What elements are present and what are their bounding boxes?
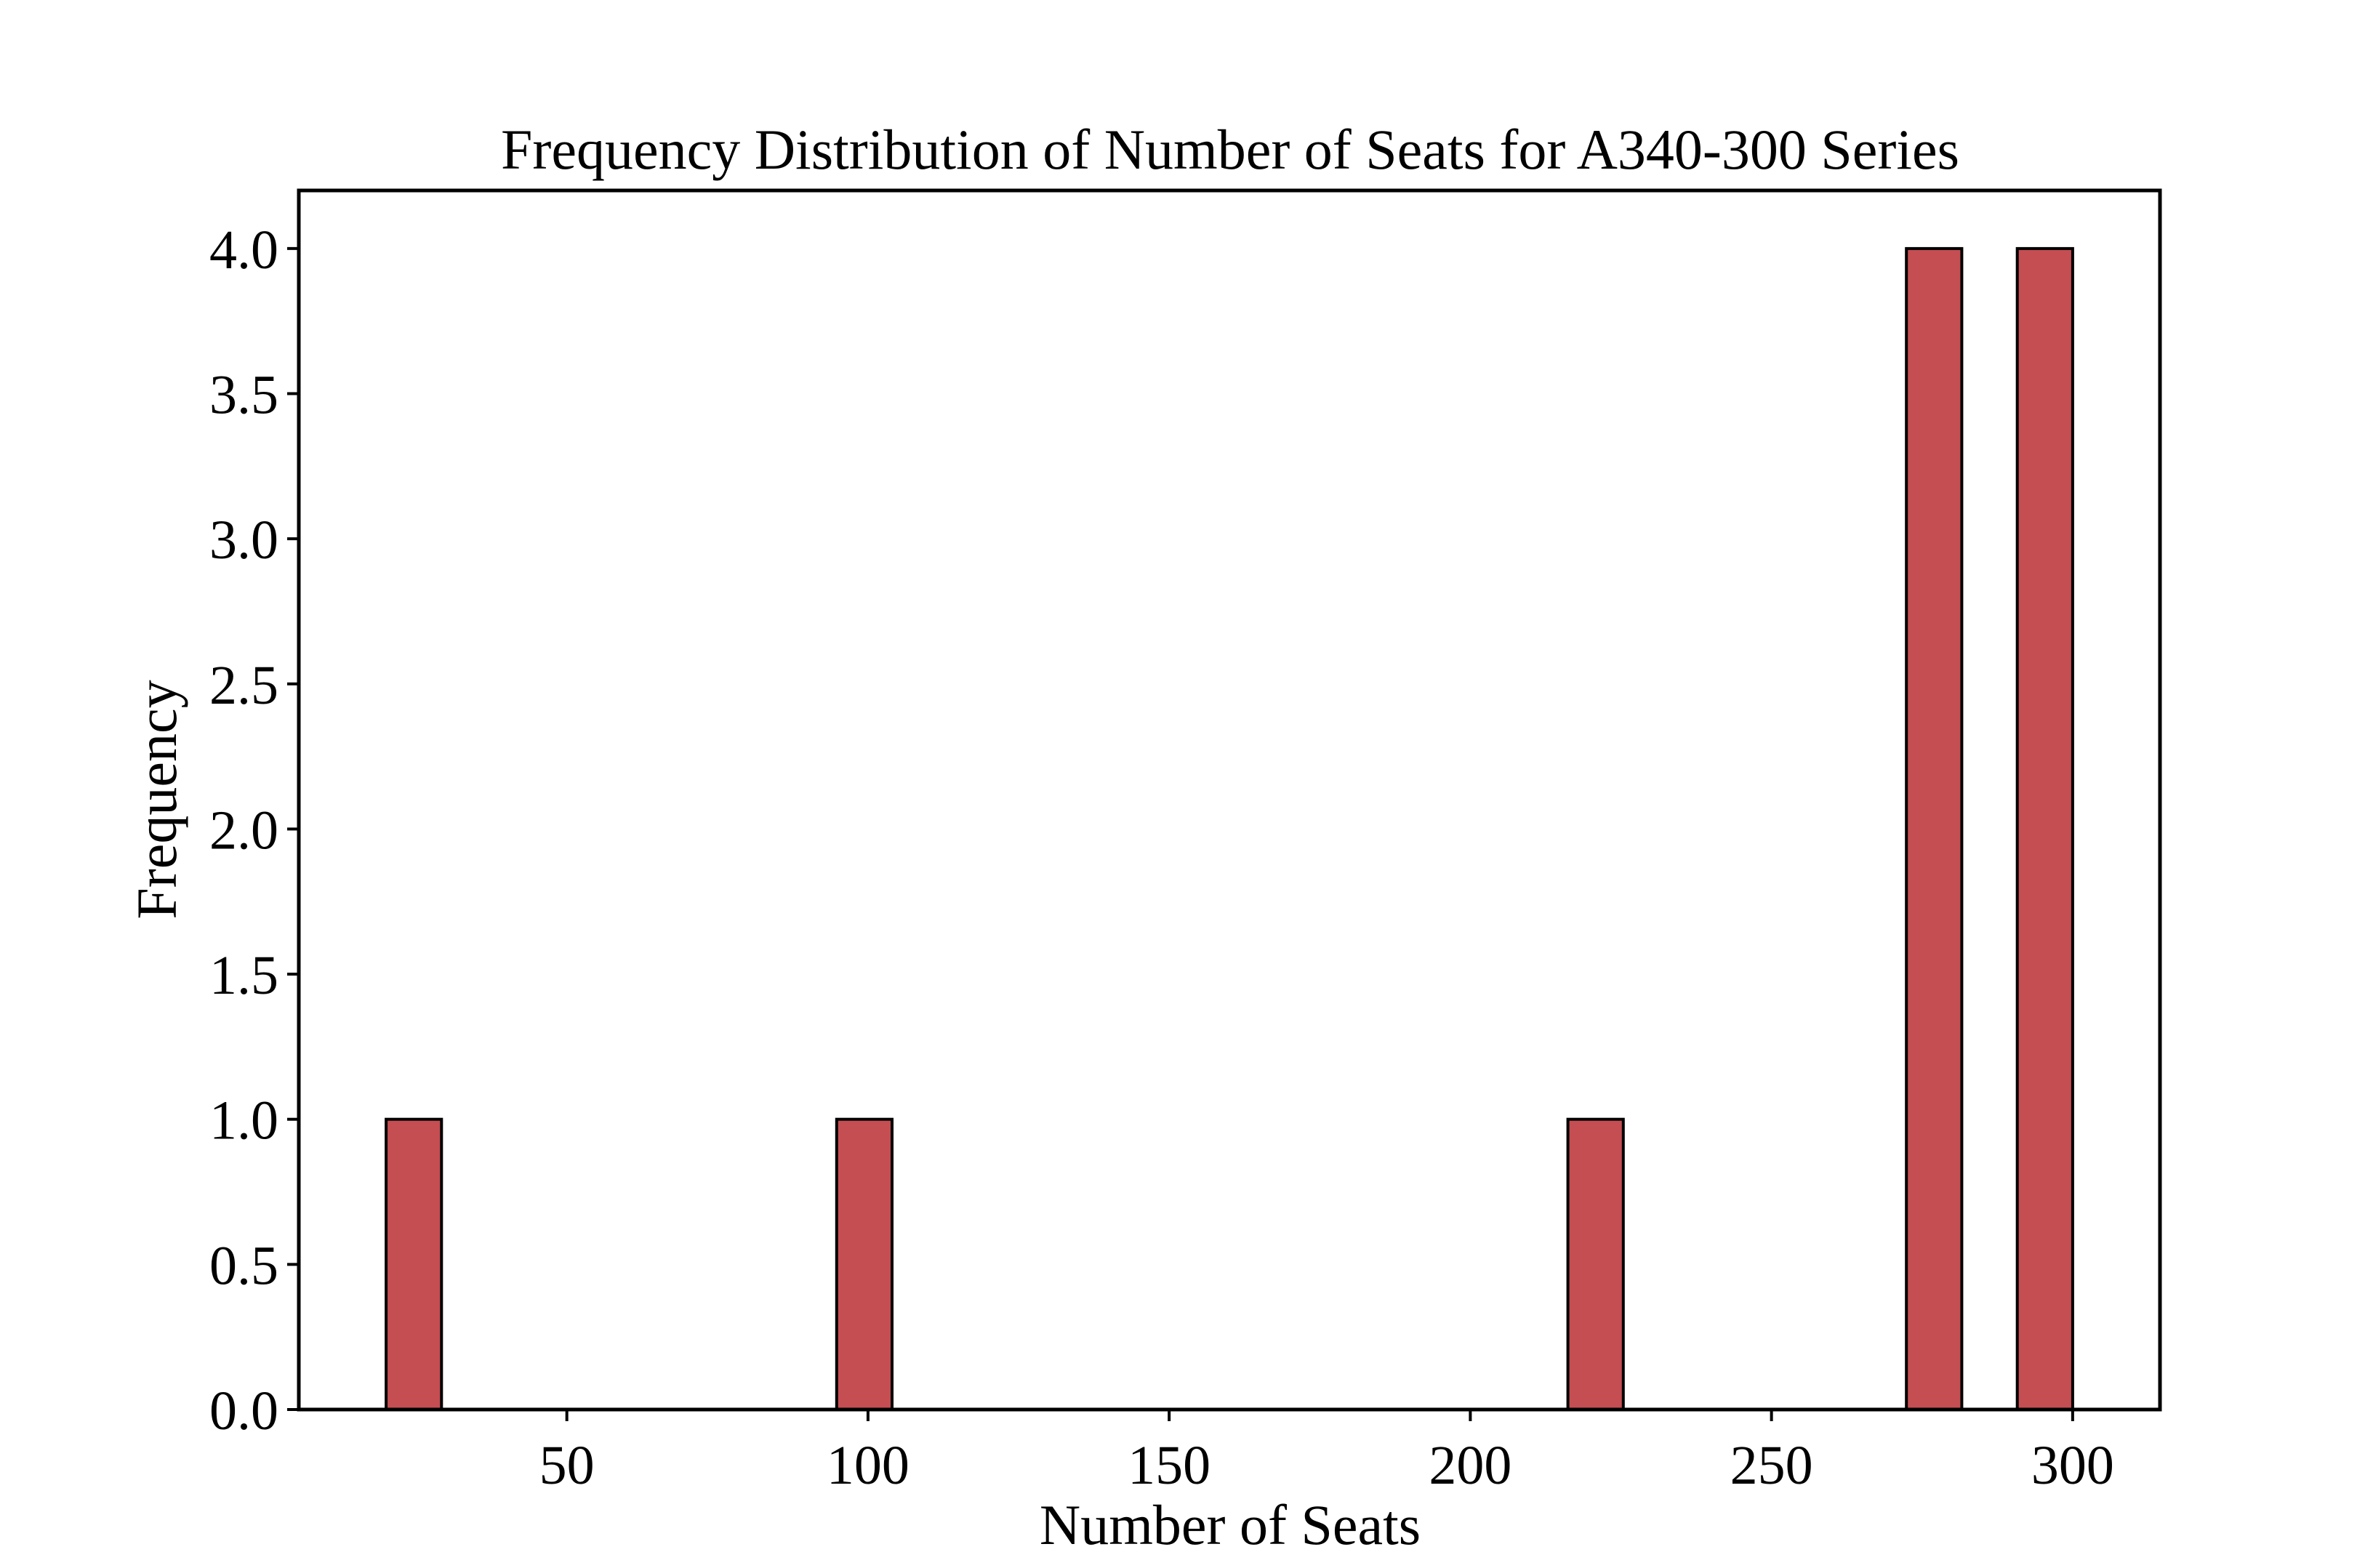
y-axis-label: Frequency — [125, 680, 188, 919]
y-axis-ticks: 0.0 0.5 1.0 1.5 2.0 2.5 3.0 3.5 4.0 — [209, 220, 299, 1442]
histogram-bar-3 — [1905, 246, 1964, 1411]
y-tick-label-7: 3.5 — [209, 365, 278, 426]
y-tick-label-4: 2.0 — [209, 800, 278, 861]
y-tick-label-6: 3.0 — [209, 510, 278, 571]
histogram-bar-2 — [1566, 1117, 1625, 1411]
y-tick-label-0: 0.0 — [209, 1380, 278, 1442]
x-axis-label: Number of Seats — [1040, 1493, 1421, 1556]
x-tick-label-0: 50 — [539, 1435, 595, 1496]
y-tick-label-1: 0.5 — [209, 1235, 278, 1296]
plot-area-frame — [297, 188, 2162, 1412]
y-tick-label-8: 4.0 — [209, 220, 278, 281]
y-tick-label-2: 1.0 — [209, 1090, 278, 1151]
bars-layer — [385, 246, 2074, 1411]
x-tick-label-1: 100 — [827, 1435, 910, 1496]
x-axis-ticks: 50 100 150 200 250 300 — [539, 1410, 2114, 1496]
y-tick-label-5: 2.5 — [209, 655, 278, 716]
histogram-bar-0 — [385, 1117, 443, 1411]
chart-title: Frequency Distribution of Number of Seat… — [501, 118, 1959, 181]
x-tick-label-3: 200 — [1429, 1435, 1511, 1496]
x-tick-label-5: 300 — [2031, 1435, 2114, 1496]
x-tick-label-2: 150 — [1128, 1435, 1210, 1496]
x-tick-label-4: 250 — [1730, 1435, 1813, 1496]
histogram-bar-1 — [835, 1117, 894, 1411]
histogram-bar-4 — [2015, 246, 2074, 1411]
y-tick-label-3: 1.5 — [209, 945, 278, 1006]
